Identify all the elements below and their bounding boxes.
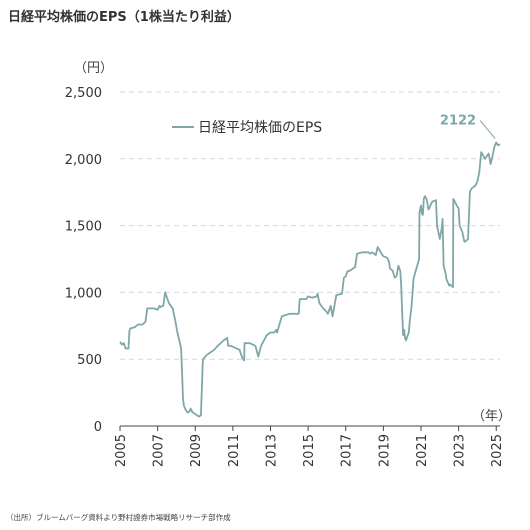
y-tick-label: 1,500: [65, 220, 102, 235]
y-tick-label: 1,000: [65, 286, 102, 301]
x-tick-label: 2021: [415, 434, 430, 467]
y-tick-label: 2,000: [65, 153, 102, 168]
y-axis-ticks: 0 500 1,000 1,500 2,000 2,500: [65, 86, 102, 435]
x-tick-label: 2023: [453, 434, 468, 467]
y-tick-label: 0: [94, 420, 102, 435]
x-tick-label: 2017: [340, 434, 355, 467]
x-tick-label: 2007: [152, 434, 167, 467]
annotation-value-label: 2122: [440, 114, 476, 129]
x-tick-label: 2013: [264, 434, 279, 467]
x-tick-label: 2009: [189, 434, 204, 467]
legend: 日経平均株価のEPS: [172, 120, 322, 136]
x-tick-label: 2025: [490, 434, 505, 467]
x-axis-unit-label: （年）: [472, 409, 511, 424]
x-axis-ticks: 2005 2007 2009 2011 2013 2015 2017 2019 2021 2023…: [114, 426, 505, 467]
chart-title: 日経平均株価のEPS（1株当たり利益）: [8, 10, 240, 25]
y-axis-unit-label: （円）: [74, 61, 113, 76]
x-tick-label: 2015: [302, 434, 317, 467]
eps-line-chart: 0 500 1,000 1,500 2,000 2,500 2005 2007 2009 201…: [65, 61, 511, 467]
annotation-leader-line: [479, 120, 496, 139]
x-tick-label: 2019: [377, 434, 392, 467]
x-tick-label: 2011: [227, 434, 242, 467]
latest-value-annotation: 2122: [440, 114, 496, 139]
source-note: （出所）ブルームバーグ資料より野村證券市場戦略リサーチ部作成: [6, 513, 231, 522]
eps-series-line: [119, 141, 501, 418]
y-tick-label: 500: [77, 353, 102, 368]
y-tick-label: 2,500: [65, 86, 102, 101]
legend-label: 日経平均株価のEPS: [198, 120, 322, 136]
x-tick-label: 2005: [114, 434, 129, 467]
